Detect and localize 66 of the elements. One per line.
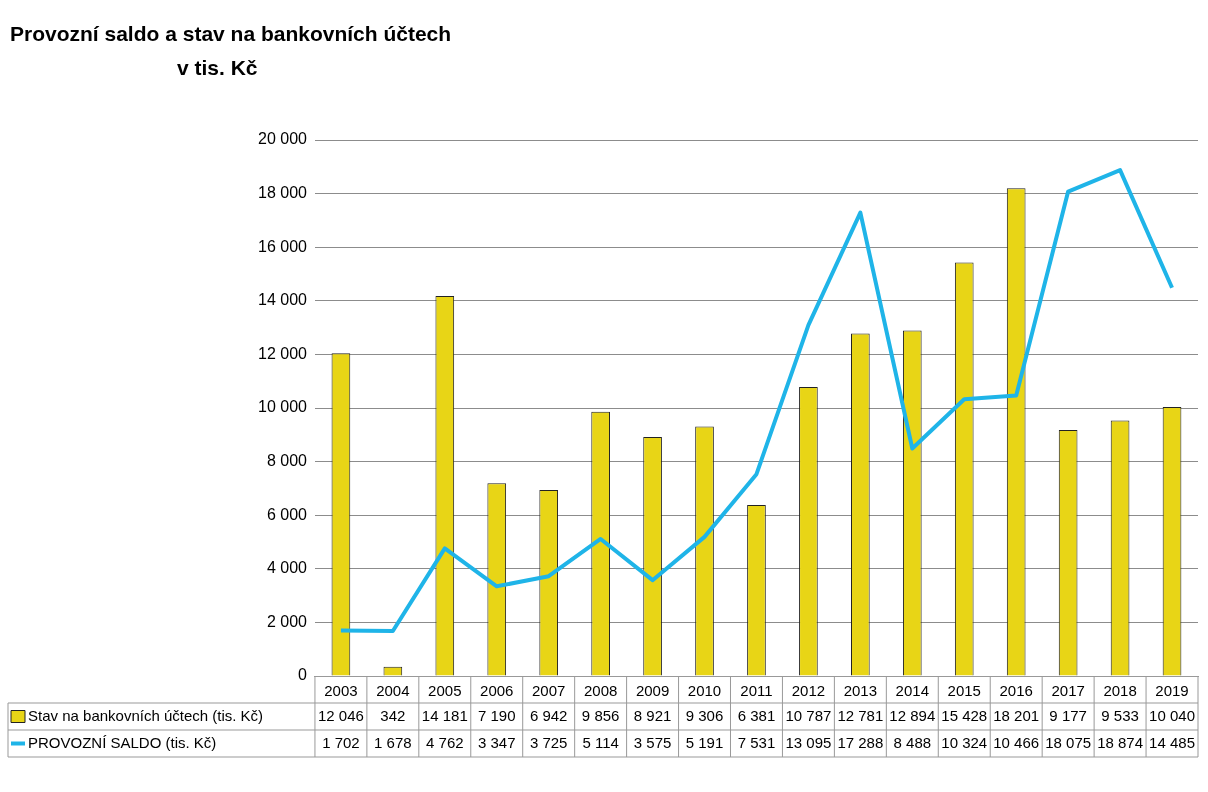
y-tick-label: 16 000 [258,237,308,255]
data-label: 1 702 [322,733,360,751]
x-tick-label: 2019 [1155,682,1189,700]
x-tick-label: 2008 [583,682,618,700]
y-tick-label: 6 000 [266,505,308,523]
data-label: 15 428 [941,706,988,724]
data-label: 9 856 [581,706,620,724]
data-label: 13 095 [785,733,832,751]
data-label: 12 781 [837,706,884,724]
data-label: 3 575 [633,733,672,751]
chart-subtitle: v tis. Kč [177,56,258,80]
x-tick-label: 2005 [428,682,462,700]
data-label: 6 381 [737,706,776,724]
data-label: 8 921 [633,706,672,724]
data-label: 10 324 [941,733,988,751]
x-tick-label: 2007 [532,682,566,700]
y-tick-label: 4 000 [266,559,308,577]
data-label: 3 725 [529,733,568,751]
x-tick-label: 2012 [791,682,826,700]
data-label: 1 678 [374,733,412,751]
legend-label: Stav na bankovních účtech (tis. Kč) [28,706,264,724]
data-label: 342 [380,706,406,724]
data-label: 4 762 [426,733,464,751]
data-label: 5 191 [685,733,724,751]
data-label: 18 874 [1097,733,1144,751]
data-label: 10 787 [785,706,832,724]
y-tick-label: 2 000 [266,612,308,630]
data-label: 18 201 [993,706,1040,724]
data-label: 9 306 [685,706,724,724]
y-tick-label: 8 000 [266,452,308,470]
y-tick-label: 0 [298,666,308,684]
data-label: 17 288 [837,733,884,751]
data-label: 9 533 [1101,706,1139,724]
y-tick-label: 20 000 [258,130,308,148]
data-label: 18 075 [1045,733,1092,751]
x-tick-label: 2010 [687,682,722,700]
data-label: 12 894 [889,706,936,724]
data-label: 6 942 [529,706,568,724]
x-tick-label: 2016 [999,682,1033,700]
x-tick-label: 2018 [1103,682,1137,700]
x-tick-label: 2014 [895,682,929,700]
x-tick-label: 2013 [843,682,878,700]
data-label: 7 190 [477,706,516,724]
data-label: 9 177 [1049,706,1087,724]
x-tick-label: 2009 [635,682,670,700]
x-tick-label: 2003 [324,682,358,700]
data-label: 12 046 [317,706,364,724]
y-tick-label: 10 000 [258,398,308,416]
y-tick-label: 18 000 [258,184,308,202]
data-label: 8 488 [893,733,932,751]
x-tick-label: 2011 [740,682,773,700]
x-tick-label: 2006 [480,682,514,700]
data-label: 5 114 [582,733,619,751]
x-tick-label: 2004 [376,682,410,700]
data-label: 14 485 [1149,733,1195,751]
data-label: 10 466 [993,733,1040,751]
data-label: 14 181 [421,706,468,724]
data-label: 3 347 [477,733,516,751]
x-tick-label: 2015 [947,682,981,700]
y-tick-label: 12 000 [258,344,308,362]
data-label: 7 531 [737,733,776,751]
chart-title: Provozní saldo a stav na bankovních účtech [10,22,452,46]
x-tick-label: 2017 [1051,682,1085,700]
y-tick-label: 14 000 [258,291,308,309]
data-label: 10 040 [1149,706,1195,724]
legend-label: PROVOZNÍ SALDO (tis. Kč) [28,733,217,751]
